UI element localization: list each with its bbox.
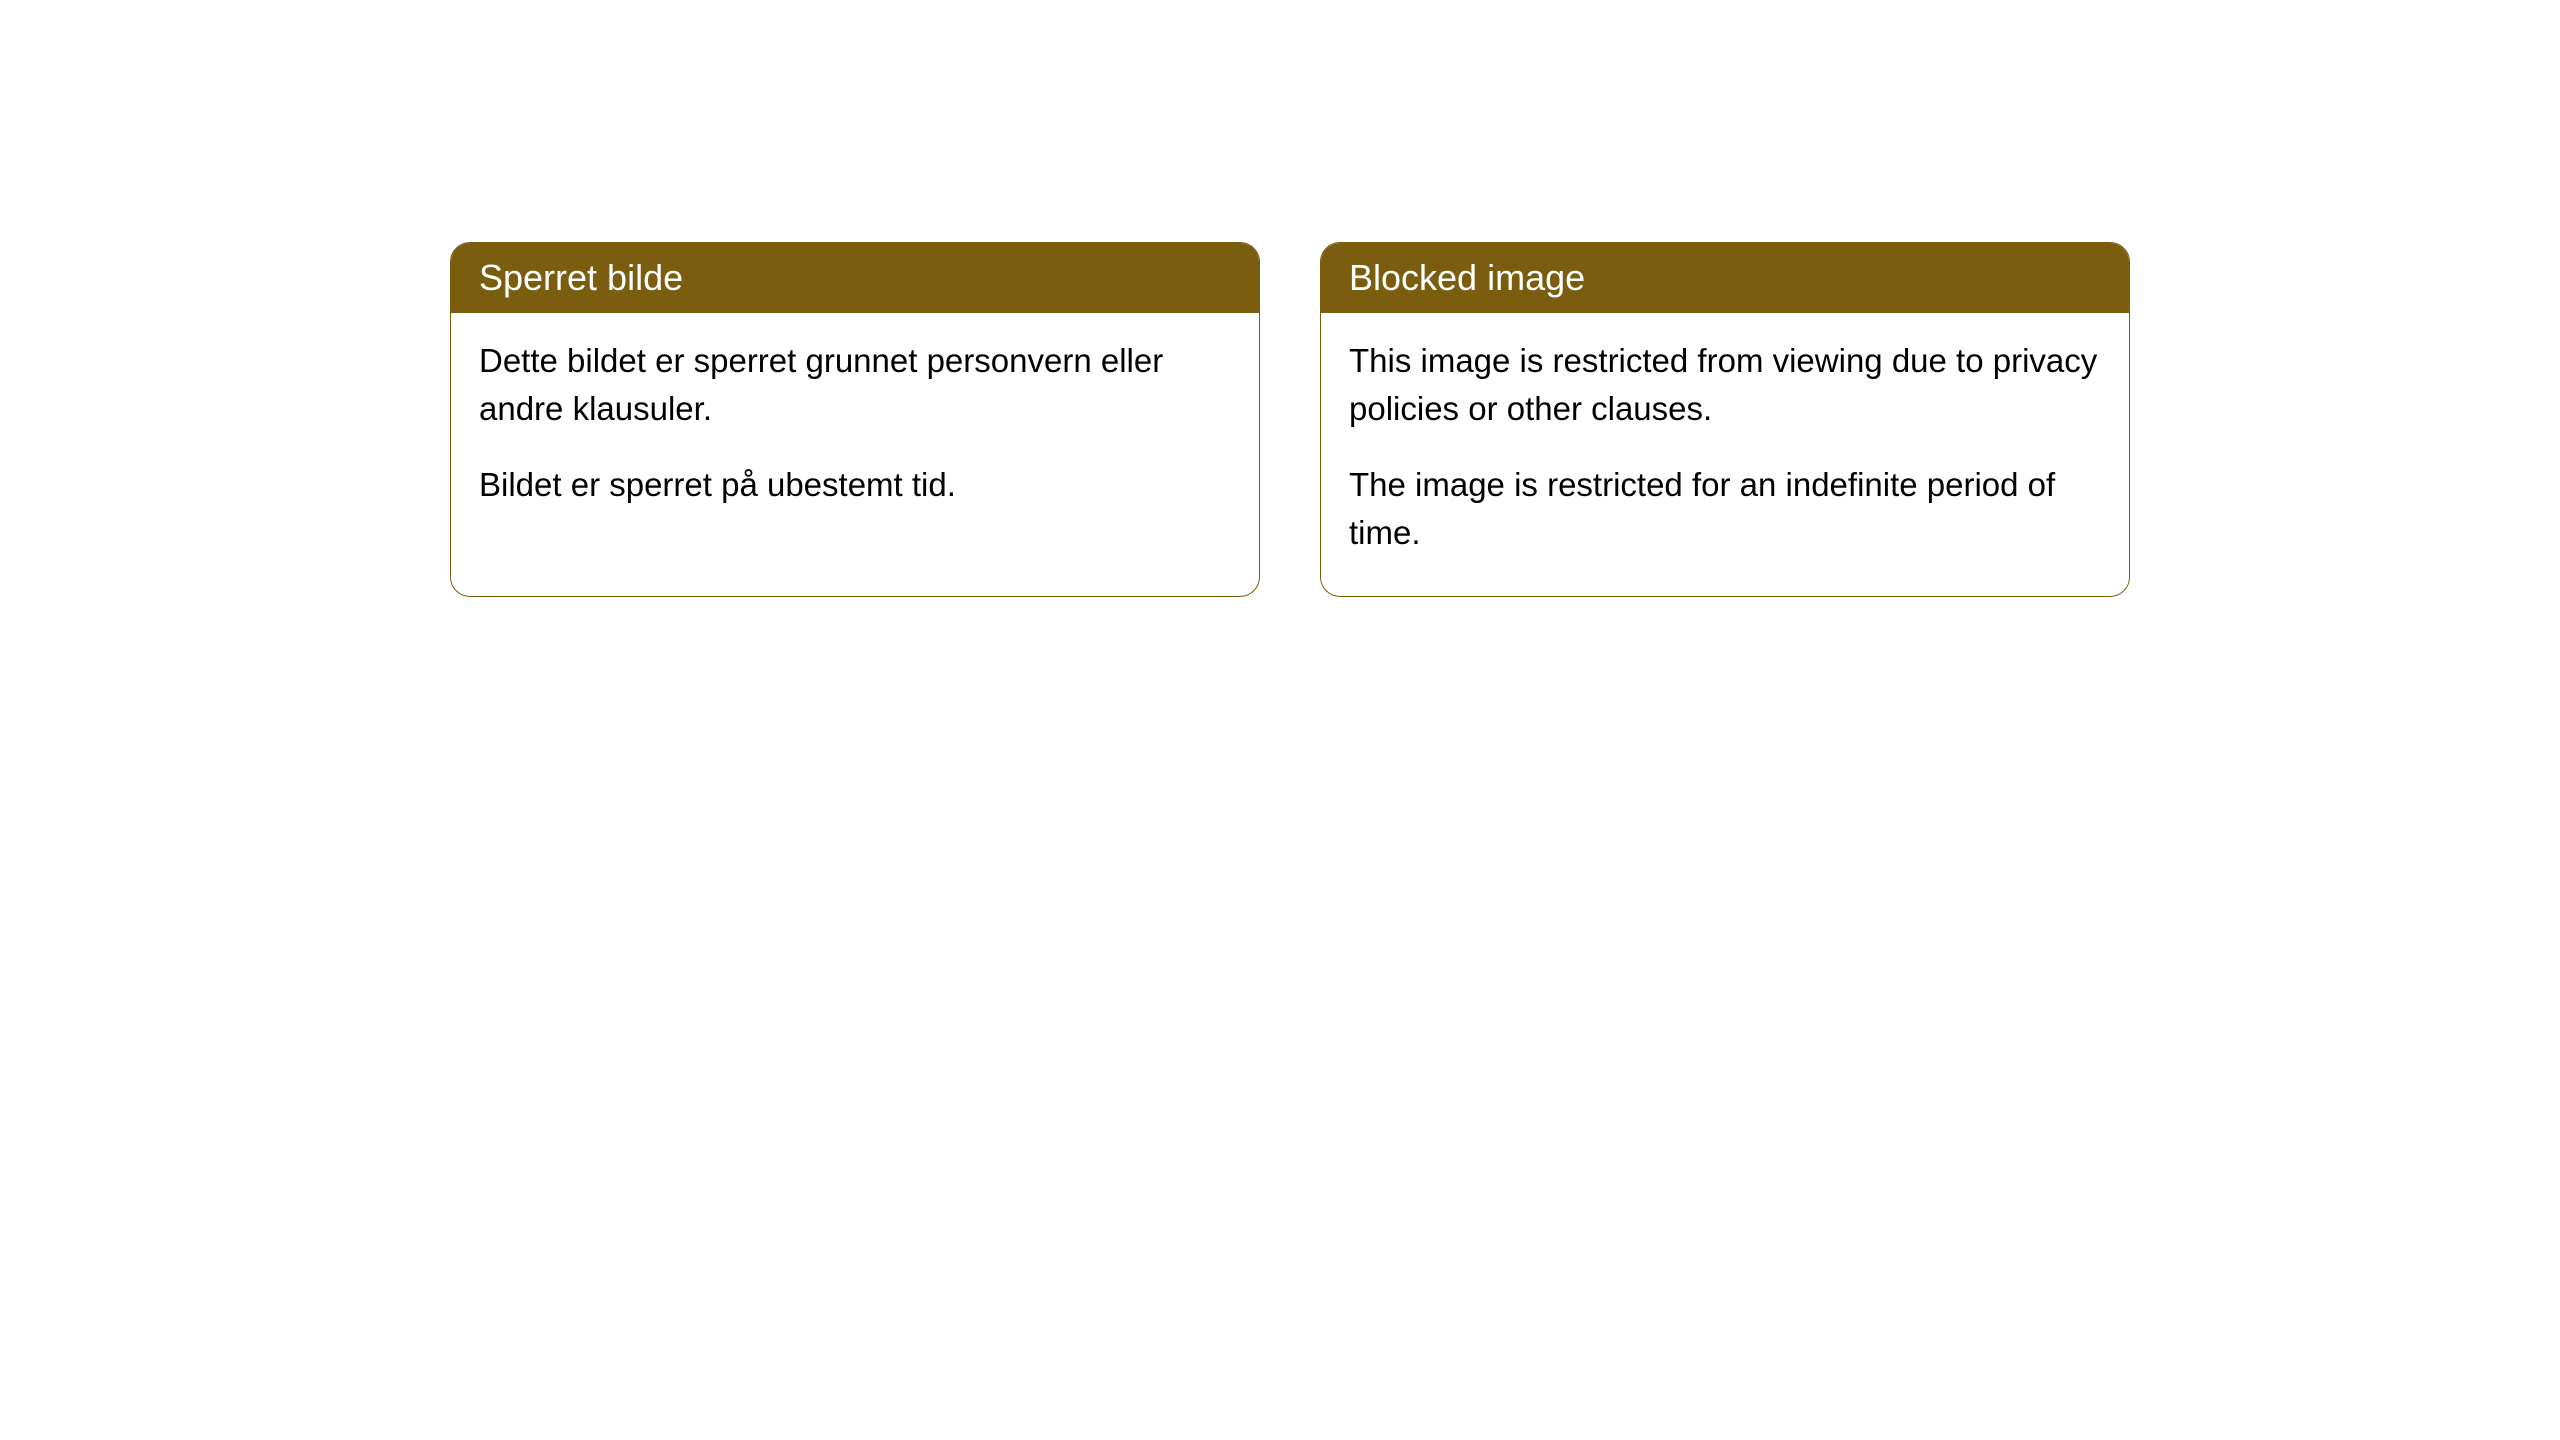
card-paragraph: The image is restricted for an indefinit…	[1349, 461, 2101, 557]
card-body-norwegian: Dette bildet er sperret grunnet personve…	[451, 313, 1259, 549]
card-english: Blocked image This image is restricted f…	[1320, 242, 2130, 597]
card-header-norwegian: Sperret bilde	[451, 243, 1259, 313]
cards-container: Sperret bilde Dette bildet er sperret gr…	[450, 242, 2130, 597]
card-header-english: Blocked image	[1321, 243, 2129, 313]
card-title: Sperret bilde	[479, 257, 683, 298]
card-paragraph: Dette bildet er sperret grunnet personve…	[479, 337, 1231, 433]
card-paragraph: This image is restricted from viewing du…	[1349, 337, 2101, 433]
card-paragraph: Bildet er sperret på ubestemt tid.	[479, 461, 1231, 509]
card-norwegian: Sperret bilde Dette bildet er sperret gr…	[450, 242, 1260, 597]
card-title: Blocked image	[1349, 257, 1585, 298]
card-body-english: This image is restricted from viewing du…	[1321, 313, 2129, 596]
